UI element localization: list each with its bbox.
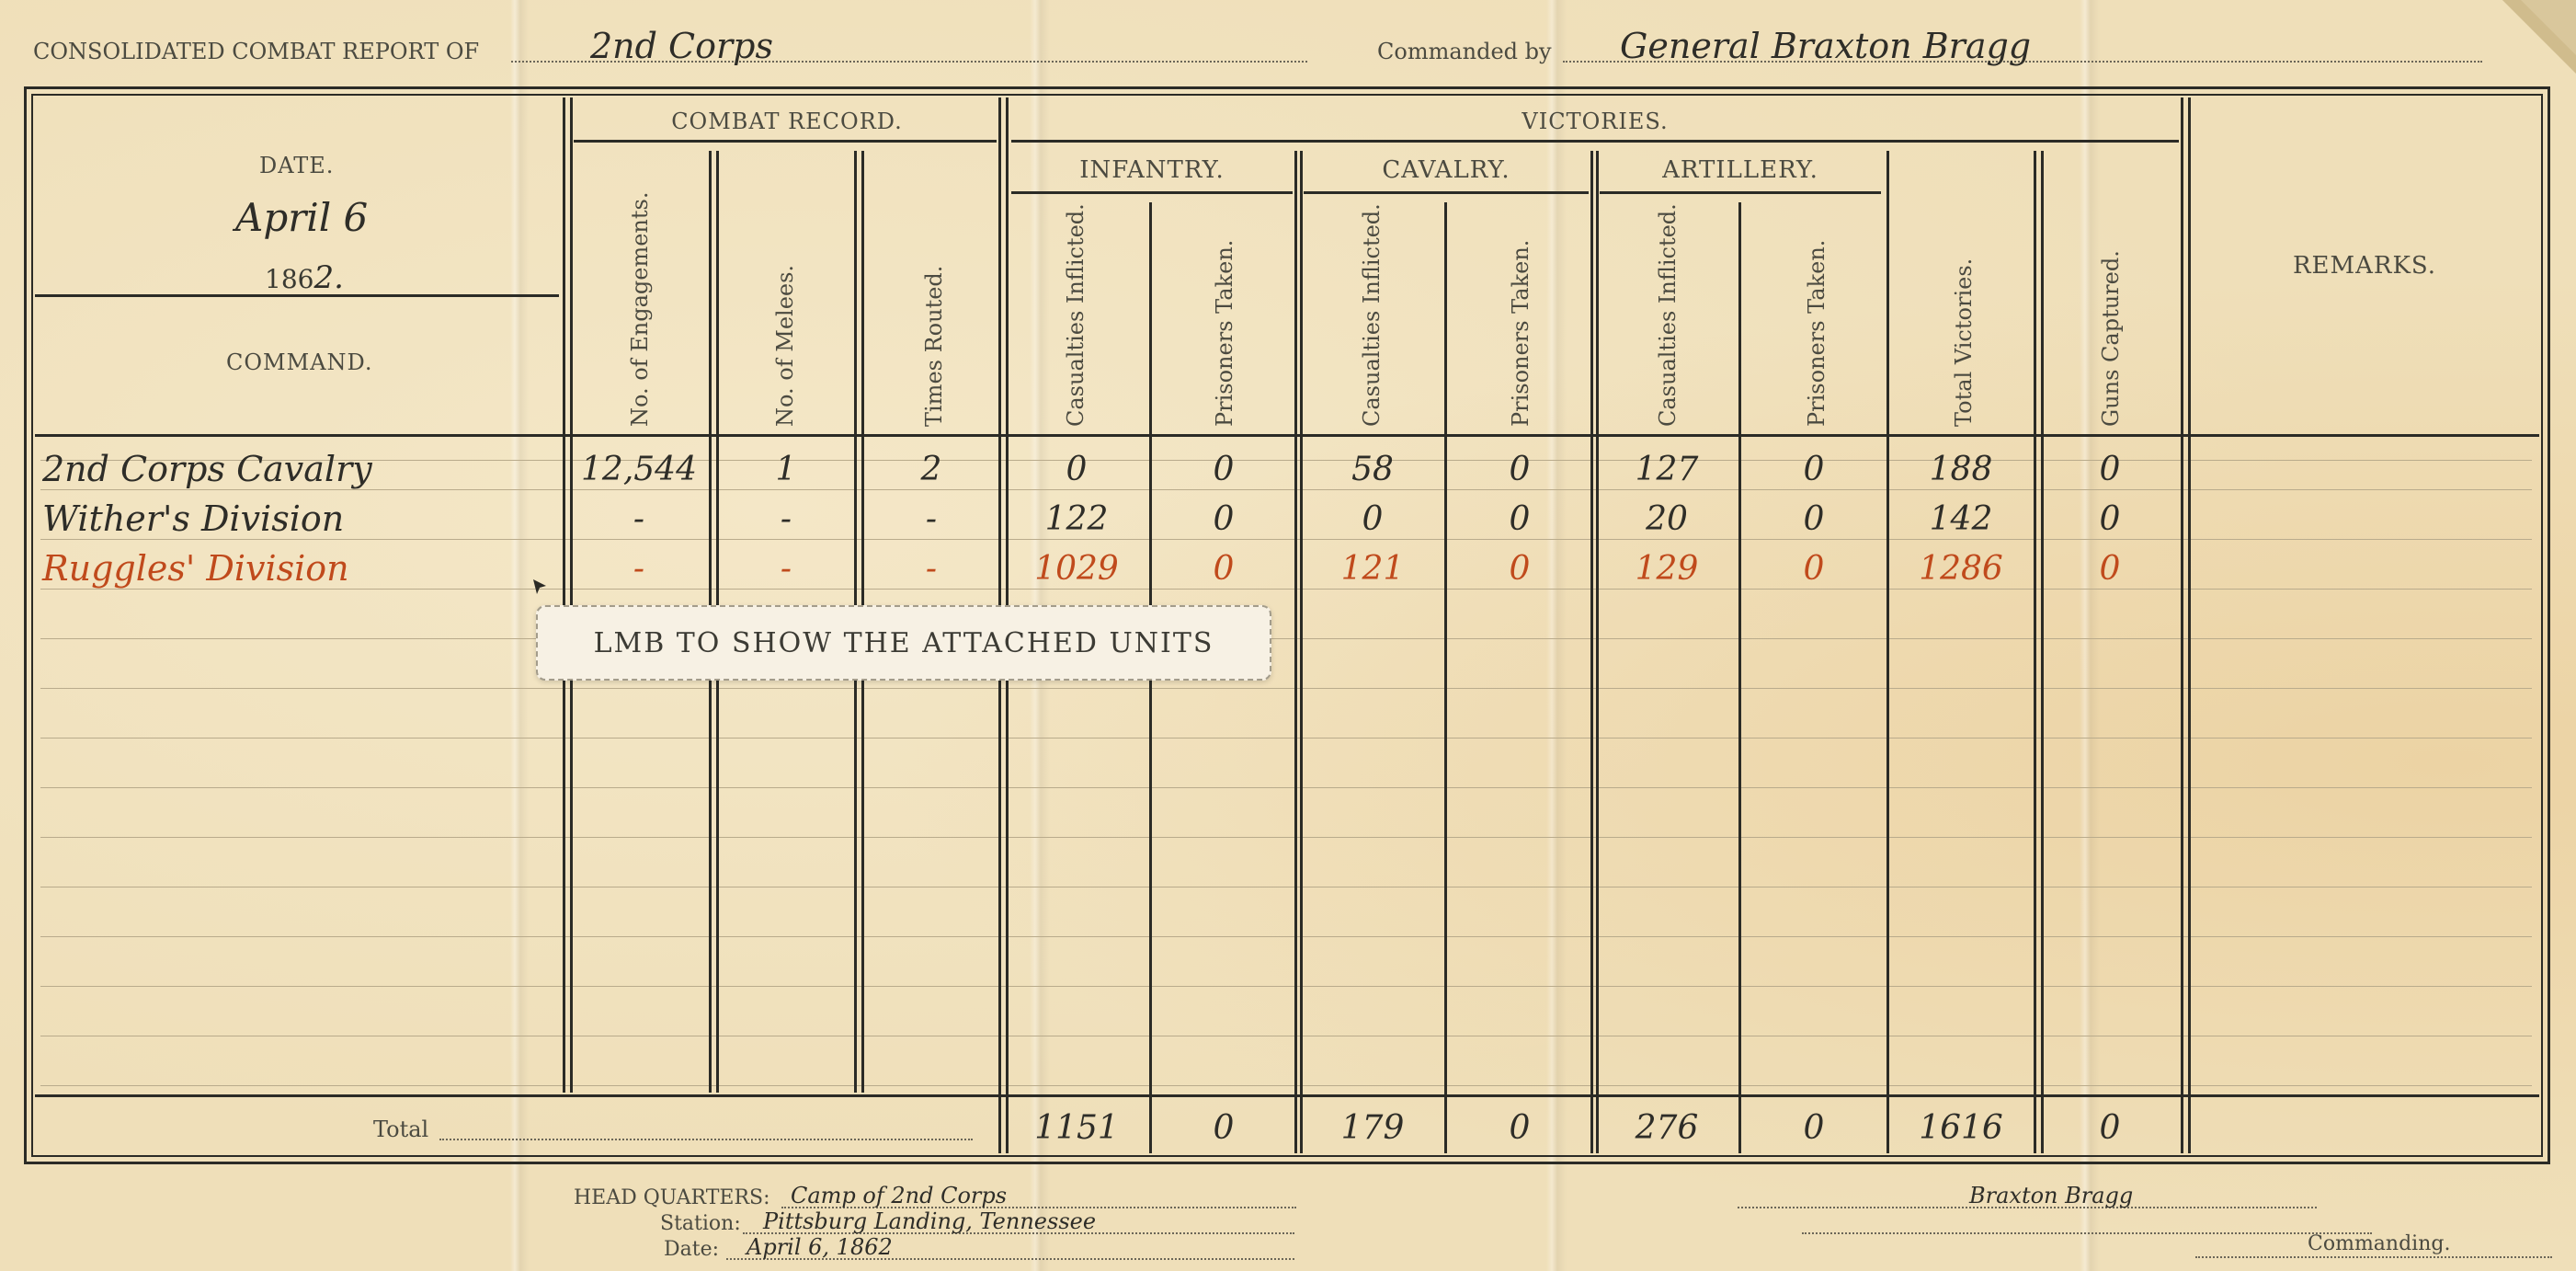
station-dots <box>743 1232 1294 1234</box>
unit-name: 2nd Corps <box>590 26 773 66</box>
total-cav-prisoners: 0 <box>1509 1109 1531 1147</box>
commander-signature: Braxton Bragg <box>1969 1183 2134 1208</box>
row1-melees: 1 <box>775 451 797 488</box>
report-year: 1862. <box>265 259 344 296</box>
signature-dots-2 <box>1802 1232 2372 1234</box>
col-guns-captured: Guns Captured. <box>2098 250 2124 427</box>
row3-routed: - <box>925 550 938 588</box>
col-art-prisoners: Prisoners Taken. <box>1804 239 1829 427</box>
combat-record-header: COMBAT RECORD. <box>671 109 903 134</box>
row2-melees: - <box>780 500 792 538</box>
total-inf-prisoners: 0 <box>1213 1109 1235 1147</box>
signature-dots <box>1738 1207 2317 1208</box>
row-withers-division[interactable]: Wither's Division <box>42 498 345 539</box>
total-cav-casualties: 179 <box>1340 1109 1405 1147</box>
row3-art-prisoners: 0 <box>1803 550 1825 588</box>
col-inf-prisoners: Prisoners Taken. <box>1212 239 1237 427</box>
row3-melees: - <box>780 550 792 588</box>
year-prefix: 186 <box>265 264 314 294</box>
col-engagements: No. of Engagements. <box>627 191 653 427</box>
col-cav-prisoners: Prisoners Taken. <box>1508 239 1533 427</box>
row1-engagements: 12,544 <box>581 451 697 488</box>
date-label: DATE. <box>259 153 335 178</box>
total-label: Total <box>373 1116 429 1142</box>
commander-name: General Braxton Bragg <box>1620 26 2032 66</box>
victories-header: VICTORIES. <box>1522 109 1669 134</box>
row3-total-victories: 1286 <box>1919 550 2003 588</box>
row3-engagements: - <box>633 550 645 588</box>
report-title-label: CONSOLIDATED COMBAT REPORT of <box>33 39 480 64</box>
row2-art-casualties: 20 <box>1646 500 1688 538</box>
row3-inf-prisoners: 0 <box>1213 550 1235 588</box>
row1-cav-casualties: 58 <box>1351 451 1394 488</box>
hq-dots <box>781 1207 1296 1208</box>
year-suffix: 2. <box>313 259 344 296</box>
row3-guns-captured: 0 <box>2099 550 2121 588</box>
total-guns-captured: 0 <box>2099 1109 2121 1147</box>
report-date: April 6 <box>235 195 369 240</box>
row-ruggles-division[interactable]: Ruggles' Division <box>42 548 349 589</box>
row3-cav-casualties: 121 <box>1340 550 1405 588</box>
row2-cav-prisoners: 0 <box>1509 500 1531 538</box>
total-art-casualties: 276 <box>1635 1109 1699 1147</box>
col-inf-casualties: Casualties Inflicted. <box>1063 203 1089 427</box>
row1-inf-prisoners: 0 <box>1213 451 1235 488</box>
row2-inf-casualties: 122 <box>1044 500 1109 538</box>
total-victories: 1616 <box>1919 1109 2003 1147</box>
signature-dots-3 <box>2195 1256 2552 1258</box>
commanding-label: Commanding. <box>2308 1232 2451 1255</box>
row2-guns-captured: 0 <box>2099 500 2121 538</box>
row1-art-prisoners: 0 <box>1803 451 1825 488</box>
col-total-victories: Total Victories. <box>1951 258 1977 427</box>
col-cav-casualties: Casualties Inflicted. <box>1359 203 1385 427</box>
row1-total-victories: 188 <box>1929 451 1993 488</box>
row1-routed: 2 <box>920 451 942 488</box>
station-value: Pittsburg Landing, Tennessee <box>763 1208 1097 1234</box>
row1-art-casualties: 127 <box>1635 451 1699 488</box>
total-inf-casualties: 1151 <box>1034 1109 1119 1147</box>
station-label: Station: <box>660 1212 741 1235</box>
total-dots <box>439 1139 973 1140</box>
page-curl-icon <box>2502 0 2576 74</box>
row2-art-prisoners: 0 <box>1803 500 1825 538</box>
row3-inf-casualties: 1029 <box>1034 550 1119 588</box>
commanded-label: Commanded by <box>1377 39 1552 64</box>
artillery-header: ARTILLERY. <box>1662 156 1818 184</box>
mouse-cursor-icon <box>533 579 546 594</box>
total-art-prisoners: 0 <box>1803 1109 1825 1147</box>
infantry-header: INFANTRY. <box>1079 156 1225 184</box>
row-2nd-corps-cavalry[interactable]: 2nd Corps Cavalry <box>42 449 372 489</box>
command-label: COMMAND. <box>226 349 373 375</box>
hq-value: Camp of 2nd Corps <box>791 1183 1008 1208</box>
unit-dots <box>511 61 1307 63</box>
row1-cav-prisoners: 0 <box>1509 451 1531 488</box>
cavalry-header: CAVALRY. <box>1382 156 1510 184</box>
footer-date-label: Date: <box>664 1238 720 1261</box>
col-routed: Times Routed. <box>921 265 947 427</box>
row1-guns-captured: 0 <box>2099 451 2121 488</box>
col-art-casualties: Casualties Inflicted. <box>1655 203 1681 427</box>
remarks-header: REMARKS. <box>2292 252 2437 280</box>
row1-inf-casualties: 0 <box>1066 451 1088 488</box>
attached-units-tooltip: LMB TO SHOW THE ATTACHED UNITS <box>536 605 1271 681</box>
report-frame <box>24 86 2550 1164</box>
commander-dots <box>1563 61 2482 63</box>
row3-art-casualties: 129 <box>1635 550 1699 588</box>
footer-date-dots <box>726 1258 1294 1260</box>
row3-cav-prisoners: 0 <box>1509 550 1531 588</box>
row2-routed: - <box>925 500 938 538</box>
row2-cav-casualties: 0 <box>1362 500 1384 538</box>
hq-label: HEAD QUARTERS: <box>574 1186 770 1209</box>
row2-total-victories: 142 <box>1929 500 1993 538</box>
col-melees: No. of Melees. <box>772 264 798 427</box>
row2-inf-prisoners: 0 <box>1213 500 1235 538</box>
row2-engagements: - <box>633 500 645 538</box>
report-frame-inner <box>31 94 2543 1157</box>
footer-date-value: April 6, 1862 <box>747 1234 893 1260</box>
